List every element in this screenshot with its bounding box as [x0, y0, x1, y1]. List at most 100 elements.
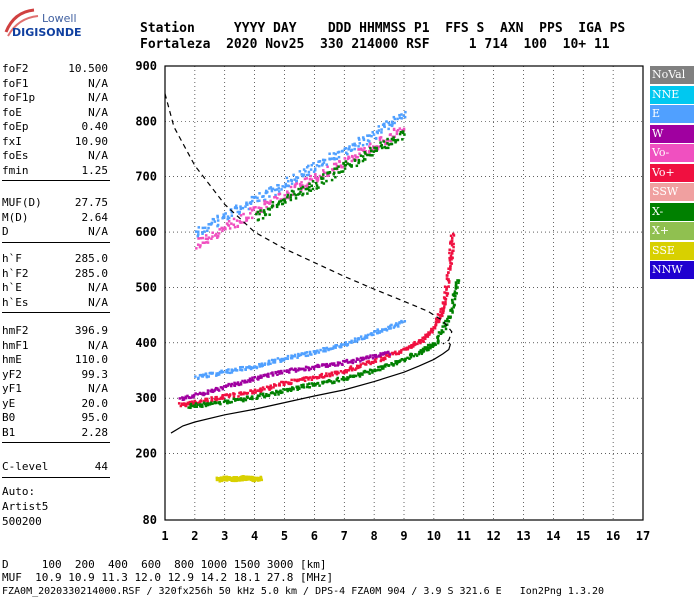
echo-point	[283, 383, 286, 386]
echo-point	[305, 385, 309, 389]
echo-point	[444, 297, 448, 301]
echo-point	[226, 401, 229, 405]
echo-point	[367, 370, 370, 374]
echo-point	[290, 355, 294, 359]
echo-point	[359, 335, 363, 338]
echo-point	[409, 355, 413, 359]
echo-point	[445, 323, 449, 326]
echo-point	[343, 343, 347, 346]
echo-point	[286, 354, 290, 358]
echo-point	[245, 395, 249, 398]
echo-point	[367, 356, 370, 360]
echo-point	[373, 368, 377, 372]
echo-point	[258, 199, 261, 202]
echo-point	[437, 320, 441, 323]
echo-point	[443, 285, 447, 288]
echo-point	[364, 357, 368, 360]
echo-point	[196, 401, 199, 405]
echo-point	[206, 397, 209, 401]
echo-point	[320, 372, 324, 376]
echo-point	[252, 206, 255, 209]
echo-point	[247, 207, 251, 211]
echo-point	[318, 160, 322, 163]
echo-point	[293, 353, 297, 357]
echo-point	[379, 365, 383, 368]
echo-point	[449, 240, 452, 244]
echo-point	[448, 259, 452, 262]
echo-point	[335, 378, 339, 382]
echo-point	[370, 332, 373, 335]
echo-point	[365, 336, 369, 339]
echo-point	[226, 399, 230, 403]
echo-point	[227, 395, 231, 399]
echo-point	[281, 202, 285, 206]
echo-point	[453, 297, 457, 301]
echo-point	[232, 397, 235, 401]
profile-curve-dashed	[164, 93, 453, 345]
echo-point	[280, 371, 284, 375]
echo-point	[309, 367, 312, 371]
x-tick-label: 5	[281, 529, 288, 543]
param-row-hmf2: hmF2 396.9	[2, 324, 108, 338]
echo-point	[310, 178, 314, 181]
echo-point	[377, 129, 381, 132]
echo-point	[348, 340, 351, 344]
echo-point	[294, 368, 297, 371]
echo-point	[238, 391, 242, 395]
echo-point	[331, 381, 334, 385]
echo-point	[385, 329, 389, 332]
echo-point	[267, 207, 271, 211]
echo-point	[398, 321, 401, 324]
echo-point	[450, 251, 454, 255]
echo-point	[344, 341, 347, 344]
echo-point	[267, 394, 271, 398]
echo-point	[328, 364, 332, 367]
echo-point	[393, 121, 396, 125]
echo-point	[221, 387, 225, 391]
echo-point	[298, 170, 302, 173]
echo-point	[302, 386, 306, 389]
echo-point	[323, 347, 327, 350]
echo-point	[340, 345, 343, 349]
echo-point	[215, 398, 218, 402]
echo-point	[206, 241, 210, 244]
echo-point	[345, 370, 348, 374]
echo-point	[223, 477, 227, 481]
echo-point	[457, 279, 461, 282]
echo-point	[288, 368, 292, 371]
echo-point	[299, 353, 303, 357]
echo-point	[429, 345, 432, 348]
echo-point	[268, 187, 271, 190]
echo-point	[303, 368, 307, 372]
echo-point	[394, 141, 397, 144]
echo-point	[387, 364, 390, 367]
echo-point	[191, 396, 194, 399]
echo-point	[449, 255, 453, 259]
echo-point	[245, 201, 248, 204]
echo-point	[444, 327, 448, 331]
echo-point	[307, 368, 311, 372]
echo-point	[179, 404, 183, 408]
echo-point	[432, 325, 435, 329]
echo-point	[353, 147, 356, 151]
echo-point	[244, 368, 247, 371]
echo-point	[252, 478, 256, 482]
echo-point	[390, 137, 394, 141]
echo-point	[390, 120, 394, 124]
echo-point	[283, 369, 286, 373]
echo-point	[183, 402, 187, 406]
echo-point	[412, 342, 415, 345]
echo-point	[395, 132, 399, 136]
echo-point	[413, 340, 416, 344]
echo-point	[346, 343, 350, 346]
echo-point	[315, 376, 319, 380]
echo-point	[335, 164, 339, 168]
echo-point	[311, 384, 315, 387]
echo-point	[302, 174, 305, 178]
param-name: fxI	[2, 134, 22, 148]
echo-point	[307, 173, 311, 177]
echo-point	[377, 368, 380, 372]
x-tick-label: 8	[371, 529, 378, 543]
echo-point	[436, 335, 439, 339]
echo-point	[227, 224, 231, 227]
